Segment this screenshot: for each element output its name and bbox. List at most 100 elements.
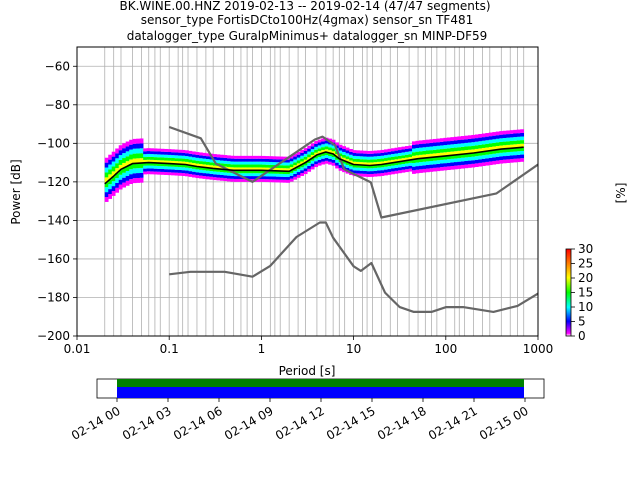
density-cell <box>192 165 196 169</box>
density-cell <box>237 161 242 165</box>
density-cell <box>178 172 182 176</box>
density-cell <box>192 151 196 155</box>
density-cell <box>359 173 364 177</box>
density-cell <box>139 143 144 149</box>
density-cell <box>303 150 308 154</box>
density-cell <box>439 145 444 150</box>
density-cell <box>370 165 374 169</box>
density-cell <box>223 169 228 173</box>
density-cell <box>328 153 332 156</box>
density-cell <box>104 157 109 163</box>
density-cell <box>122 182 127 188</box>
timeline-tick-label: 02-14 06 <box>171 404 225 443</box>
density-cell <box>307 148 312 152</box>
density-cell <box>219 172 224 175</box>
density-cell <box>453 162 458 166</box>
density-cell <box>314 158 319 162</box>
density-cell <box>363 170 367 174</box>
density-cell <box>446 141 451 145</box>
density-cell <box>108 169 113 175</box>
density-cell <box>202 164 207 168</box>
density-cell <box>391 148 395 152</box>
density-cell <box>499 152 504 157</box>
density-cell <box>111 161 116 167</box>
density-cell <box>513 155 518 159</box>
density-cell <box>310 166 315 170</box>
density-cell <box>139 148 144 154</box>
density-cell <box>384 163 388 167</box>
density-cell <box>474 138 479 142</box>
density-cell <box>188 150 193 154</box>
density-cell <box>436 138 441 143</box>
density-cell <box>153 160 158 163</box>
density-cell <box>195 157 200 161</box>
density-cell <box>464 160 469 165</box>
density-cell <box>143 162 147 166</box>
density-cell <box>398 161 402 165</box>
density-cell <box>328 144 332 148</box>
density-cell <box>108 159 113 165</box>
y-tick-label: −140 <box>37 213 70 227</box>
density-cell <box>331 139 336 143</box>
density-cell <box>157 163 161 166</box>
density-cell <box>387 160 392 164</box>
density-cell <box>464 150 469 154</box>
density-cell <box>185 167 189 171</box>
density-cell <box>265 173 270 177</box>
density-cell <box>373 150 378 154</box>
density-cell <box>485 133 490 137</box>
density-cell <box>237 167 242 171</box>
density-cell <box>209 159 214 163</box>
density-cell <box>174 155 179 159</box>
density-cell <box>432 167 437 172</box>
density-cell <box>240 178 245 182</box>
density-cell <box>115 177 120 183</box>
density-cell <box>342 151 346 155</box>
density-cell <box>377 156 381 159</box>
density-cell <box>118 179 123 185</box>
density-cell <box>115 158 120 164</box>
density-cell <box>230 175 235 179</box>
density-cell <box>111 166 116 172</box>
density-cell <box>474 134 479 139</box>
density-cell <box>422 165 427 169</box>
density-cell <box>307 168 312 172</box>
density-cell <box>373 173 378 177</box>
density-cell <box>240 158 245 162</box>
density-cell <box>206 153 210 157</box>
density-cell <box>111 181 116 187</box>
density-cell <box>506 137 511 142</box>
density-cell <box>282 179 287 183</box>
density-cell <box>464 139 469 143</box>
density-cell <box>324 152 329 156</box>
density-cell <box>363 156 367 160</box>
density-cell <box>160 151 165 155</box>
timeline-tick-label: 02-15 00 <box>477 404 531 443</box>
density-cell <box>363 173 367 177</box>
density-cell <box>108 179 113 185</box>
density-cell <box>335 153 339 157</box>
density-cell <box>391 171 395 175</box>
density-cell <box>226 161 231 165</box>
density-cell <box>303 168 308 172</box>
density-cell <box>509 159 514 163</box>
density-cell <box>303 162 308 166</box>
density-cell <box>377 153 381 157</box>
density-cell <box>258 167 263 171</box>
density-cell <box>219 154 224 158</box>
density-cell <box>199 166 203 170</box>
density-cell <box>429 150 434 154</box>
density-cell <box>244 155 249 159</box>
density-cell <box>345 162 350 165</box>
density-cell <box>394 150 399 154</box>
density-cell <box>439 138 444 142</box>
density-cell <box>352 155 357 159</box>
density-cell <box>509 137 514 142</box>
density-cell <box>352 158 357 162</box>
density-cell <box>143 171 147 175</box>
density-cell <box>185 161 189 165</box>
density-cell <box>192 154 196 158</box>
density-cell <box>181 164 186 168</box>
density-cell <box>467 142 472 147</box>
density-cell <box>331 159 336 163</box>
